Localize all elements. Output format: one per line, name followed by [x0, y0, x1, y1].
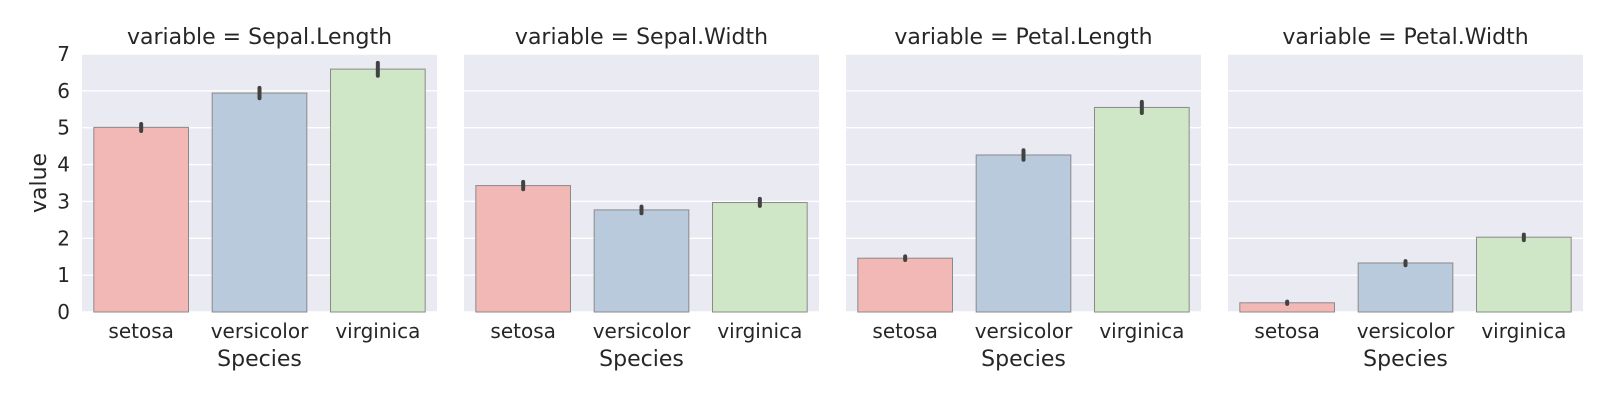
panel-title: variable = Petal.Width — [1282, 25, 1528, 50]
bar-virginica — [1476, 236, 1572, 313]
bar-versicolor — [975, 154, 1072, 313]
y-axis-label: value — [27, 153, 52, 213]
facet-panel-1: variable = Sepal.Length setosa versicolor v… — [27, 25, 437, 372]
x-tick-label: virginica — [717, 319, 802, 343]
facet-panel-4: variable = Petal.Width setosa versicolor vi… — [1228, 25, 1583, 372]
bar-versicolor — [211, 92, 308, 313]
bar-setosa — [857, 257, 953, 313]
y-tick-label: 3 — [57, 189, 70, 213]
x-tick-label: setosa — [872, 319, 937, 343]
x-tick-label: virginica — [335, 319, 420, 343]
x-tick-label: versicolor — [975, 319, 1073, 343]
bar-setosa — [93, 126, 189, 313]
facet-panel-2: variable = Sepal.Width setosa versicolor vi… — [464, 25, 819, 372]
panel-title: variable = Sepal.Width — [515, 25, 768, 50]
x-tick-label: versicolor — [211, 319, 309, 343]
x-tick-label: setosa — [108, 319, 173, 343]
facet-panel-3: variable = Petal.Length setosa versicolor v… — [846, 25, 1201, 372]
y-tick-label: 0 — [57, 300, 70, 324]
bar-versicolor — [593, 209, 690, 313]
bar-virginica — [712, 202, 808, 313]
y-tick-label: 1 — [57, 263, 70, 287]
x-tick-label: setosa — [490, 319, 555, 343]
x-axis-label: Species — [217, 347, 302, 372]
x-axis-label: Species — [981, 347, 1066, 372]
y-tick-label: 4 — [57, 153, 70, 177]
bar-versicolor — [1357, 262, 1454, 313]
x-axis-label: Species — [599, 347, 684, 372]
x-tick-label: versicolor — [1357, 319, 1455, 343]
panel-title: variable = Petal.Length — [894, 25, 1152, 50]
x-tick-label: virginica — [1481, 319, 1566, 343]
y-tick-label: 5 — [57, 116, 70, 140]
x-axis-label: Species — [1363, 347, 1448, 372]
x-tick-label: virginica — [1099, 319, 1184, 343]
panel-title: variable = Sepal.Length — [127, 25, 392, 50]
y-tick-label: 6 — [57, 79, 70, 103]
bar-setosa — [475, 185, 572, 313]
bar-virginica — [330, 68, 426, 313]
y-tick-label: 7 — [57, 42, 70, 66]
y-tick-label: 2 — [57, 226, 70, 250]
x-tick-label: versicolor — [593, 319, 691, 343]
bar-virginica — [1094, 106, 1190, 313]
x-tick-label: setosa — [1254, 319, 1319, 343]
